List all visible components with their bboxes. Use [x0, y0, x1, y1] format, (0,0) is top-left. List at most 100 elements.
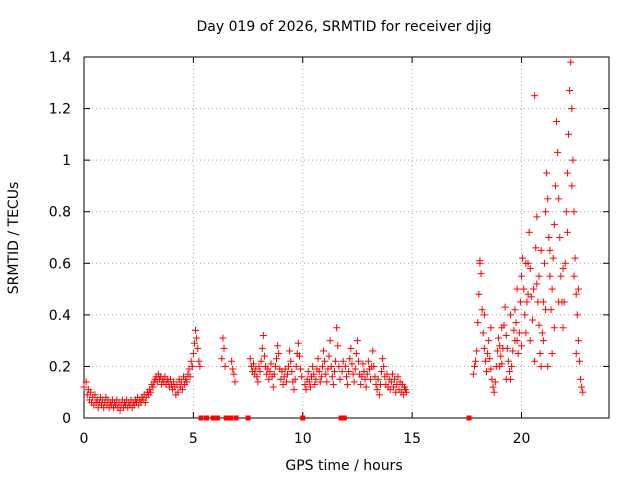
data-point	[575, 357, 583, 365]
data-point	[328, 373, 336, 381]
data-point	[290, 386, 298, 394]
data-point-zero-marker	[198, 415, 204, 421]
data-point	[367, 375, 375, 383]
data-point	[535, 272, 543, 280]
data-point	[487, 324, 495, 332]
y-tick-label: 1.4	[49, 50, 71, 66]
y-tick-label: 1.2	[49, 102, 71, 118]
y-tick-label: 0.8	[49, 205, 71, 221]
data-point	[378, 368, 385, 376]
data-point	[352, 350, 360, 358]
data-point	[477, 270, 485, 278]
data-point	[341, 415, 347, 421]
data-point	[470, 362, 478, 370]
data-point	[311, 380, 319, 388]
data-point	[574, 337, 582, 345]
data-point	[566, 87, 574, 95]
data-point	[572, 350, 580, 358]
data-point	[318, 362, 326, 370]
y-tick-label: 0.6	[49, 256, 71, 272]
data-point	[530, 285, 538, 293]
data-point	[480, 344, 488, 352]
data-point	[80, 383, 88, 391]
data-point	[369, 347, 377, 355]
data-point	[312, 375, 320, 383]
data-point	[82, 378, 90, 386]
x-tick-label: 10	[294, 431, 312, 447]
data-point	[285, 362, 293, 370]
data-point	[542, 208, 550, 216]
data-point	[256, 368, 264, 376]
data-point	[520, 285, 528, 293]
data-point	[87, 388, 95, 396]
data-point	[314, 355, 322, 363]
x-tick-label: 20	[513, 431, 531, 447]
data-point	[511, 306, 519, 314]
data-point	[287, 357, 295, 365]
data-point	[481, 357, 489, 365]
data-point	[364, 357, 372, 365]
data-point	[355, 357, 363, 365]
data-point	[563, 169, 571, 177]
data-point	[483, 368, 490, 376]
data-point	[496, 362, 504, 370]
data-point-zero-marker	[341, 415, 347, 421]
data-point	[501, 303, 509, 311]
data-point	[493, 347, 501, 355]
data-point	[330, 368, 338, 376]
data-point	[533, 280, 541, 288]
data-point	[233, 415, 239, 421]
data-point	[478, 306, 486, 314]
data-point	[282, 378, 290, 386]
data-point	[544, 195, 552, 203]
data-point	[549, 254, 557, 262]
data-point	[291, 375, 299, 383]
data-point	[343, 373, 350, 381]
data-point	[531, 357, 539, 365]
data-point	[394, 373, 402, 381]
data-point	[344, 380, 352, 388]
x-tick-label: 0	[80, 431, 89, 447]
data-point	[473, 347, 481, 355]
data-point	[508, 362, 516, 370]
data-point	[503, 344, 511, 352]
data-point	[329, 380, 337, 388]
data-point	[569, 156, 577, 164]
data-point	[250, 360, 258, 368]
data-point	[554, 148, 562, 156]
data-point	[490, 388, 498, 396]
data-point	[567, 58, 575, 66]
data-point	[188, 362, 196, 370]
data-point	[204, 415, 209, 421]
data-point	[528, 316, 536, 324]
data-point	[537, 246, 545, 254]
data-point	[350, 378, 358, 386]
data-point	[347, 344, 355, 352]
data-point	[484, 350, 492, 358]
data-point	[559, 324, 567, 332]
data-point	[288, 368, 296, 376]
data-point-zero-marker	[466, 415, 472, 421]
data-point	[183, 378, 191, 386]
data-point	[322, 370, 330, 378]
data-point	[555, 195, 563, 203]
x-tick-label: 5	[189, 431, 198, 447]
data-point	[346, 355, 354, 363]
data-point	[373, 386, 381, 394]
data-point-zero-marker	[204, 415, 209, 421]
data-point	[539, 337, 547, 345]
data-point	[578, 383, 586, 391]
data-point	[294, 339, 302, 347]
data-point	[551, 182, 559, 190]
data-point	[147, 388, 155, 396]
data-point	[515, 329, 523, 337]
data-point	[466, 415, 472, 421]
data-point	[228, 357, 236, 365]
data-point	[223, 415, 229, 421]
data-point	[504, 357, 512, 365]
data-point	[550, 324, 558, 332]
data-point	[375, 391, 383, 399]
data-point	[553, 117, 560, 125]
data-point	[310, 370, 318, 378]
